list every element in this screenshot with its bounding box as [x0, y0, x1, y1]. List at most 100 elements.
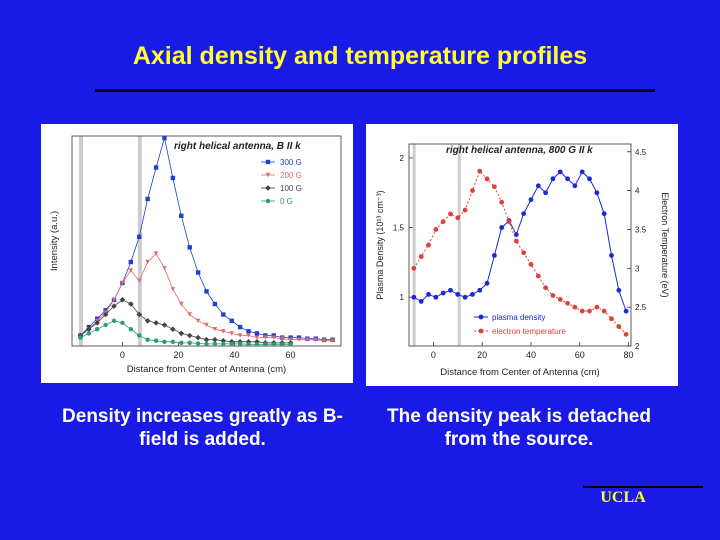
y-tick-label: 1.5: [393, 224, 405, 233]
caption-right: The density peak is detached from the so…: [387, 406, 651, 450]
intensity-chart: 0 20 40 60 right helical antenna, B II k 300 …: [49, 135, 342, 375]
y2-tick-label: 3.5: [635, 225, 647, 234]
data-point: [204, 322, 209, 328]
antenna-band-left: [412, 144, 416, 346]
data-point: [484, 280, 490, 286]
data-point: [153, 320, 159, 326]
data-point: [86, 331, 92, 336]
data-point: [203, 336, 210, 343]
data-point: [128, 259, 134, 265]
data-point: [162, 266, 167, 271]
series-line-0: [80, 137, 333, 341]
data-point: [178, 330, 185, 337]
data-point: [195, 318, 201, 323]
data-point: [499, 225, 505, 230]
x-tick-label: 20: [173, 350, 183, 360]
data-point: [288, 342, 293, 347]
y-axis-label: Intensity (a.u.): [49, 211, 60, 271]
data-point: [426, 242, 431, 248]
density-temperature-chart: 0 20 40 60 80 1 1.5 2 2 2.5 3 3.5 4 4.5 right helical …: [375, 143, 670, 378]
data-point: [609, 253, 614, 258]
data-point: [179, 340, 184, 346]
data-point: [579, 169, 585, 175]
data-point: [462, 294, 468, 300]
data-point: [484, 176, 490, 182]
data-point: [162, 339, 167, 344]
data-point: [136, 311, 143, 318]
data-point: [557, 169, 563, 175]
data-point: [111, 318, 117, 323]
data-point: [237, 333, 243, 338]
data-point: [229, 341, 234, 347]
data-point: [161, 322, 168, 328]
y-tick-label: 1: [400, 293, 405, 302]
series-line-0: [413, 171, 627, 312]
y2-tick-label: 4: [635, 187, 640, 196]
footer-ucla: UCLA: [600, 489, 646, 506]
data-point: [411, 294, 417, 300]
y2-tick-label: 4.5: [635, 148, 647, 157]
data-point: [594, 190, 600, 196]
y-axis-label: Plasma Density (10¹³ cm⁻³): [375, 190, 385, 299]
data-point: [321, 338, 327, 343]
data-point: [254, 335, 260, 340]
data-point: [499, 199, 505, 205]
data-point: [418, 254, 424, 260]
x-tick-label: 60: [575, 350, 585, 360]
x-tick-label: 60: [286, 350, 296, 360]
data-point: [470, 292, 475, 297]
data-point: [513, 232, 519, 237]
data-point: [565, 176, 570, 182]
data-point: [128, 268, 134, 273]
legend-label: 300 G: [280, 158, 302, 167]
data-point: [528, 197, 534, 203]
data-point: [433, 227, 439, 232]
data-point: [448, 287, 453, 293]
data-point: [195, 334, 201, 341]
legend-swatch-marker: [265, 159, 271, 165]
slide-title: Axial density and temperature profiles: [132, 42, 588, 70]
data-point: [535, 273, 541, 279]
data-point: [263, 342, 268, 347]
series-line-1: [80, 252, 333, 342]
data-point: [601, 211, 607, 217]
legend-swatch-marker: [478, 314, 484, 320]
data-point: [550, 293, 556, 298]
x-axis-label: Distance from Center of Antenna (cm): [440, 367, 599, 378]
data-point: [254, 331, 260, 336]
data-point: [246, 342, 251, 347]
caption-left: Density increases greatly as B-field is …: [62, 406, 343, 450]
chart-title: right helical antenna, 800 G II k: [446, 145, 593, 156]
legend-swatch-marker: [478, 328, 484, 334]
data-point: [246, 333, 251, 338]
data-point: [86, 326, 92, 332]
legend-swatch-marker: [265, 172, 271, 178]
y2-tick-label: 2.5: [635, 303, 647, 312]
data-point: [543, 190, 549, 196]
x-axis-label: Distance from Center of Antenna (cm): [127, 364, 286, 375]
legend-label: electron temperature: [492, 327, 566, 336]
data-point: [137, 234, 142, 239]
legend-label: 100 G: [280, 184, 302, 193]
data-point: [128, 301, 134, 307]
data-point: [229, 318, 234, 323]
data-point: [455, 292, 461, 297]
x-tick-label: 40: [230, 350, 240, 360]
data-point: [433, 294, 439, 300]
data-point: [145, 337, 150, 342]
legend-label: 0 G: [280, 197, 293, 206]
data-point: [587, 308, 592, 314]
data-point: [153, 251, 159, 256]
data-point: [246, 329, 251, 334]
data-point: [179, 301, 184, 307]
data-point: [279, 342, 285, 347]
data-point: [521, 211, 527, 217]
intensity-chart-panel: 0 20 40 60 right helical antenna, B II k 300 …: [41, 124, 353, 383]
data-point: [448, 211, 453, 217]
data-point: [550, 176, 556, 182]
data-point: [128, 327, 134, 332]
data-point: [616, 287, 622, 293]
data-point: [78, 335, 83, 340]
data-point: [212, 301, 218, 307]
data-point: [162, 135, 167, 141]
